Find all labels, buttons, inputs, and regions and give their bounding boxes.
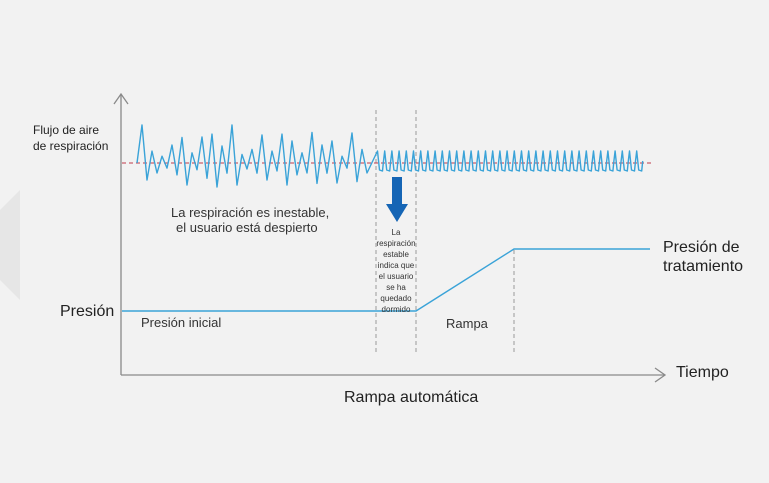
initial-pressure-label: Presión inicial bbox=[141, 315, 221, 330]
pressure-label: Presión bbox=[60, 303, 114, 320]
treatment-pressure-line2: tratamiento bbox=[663, 258, 743, 275]
y-axis-arrowhead bbox=[113, 92, 129, 105]
x-axis-arrowhead bbox=[654, 367, 667, 383]
unstable-breathing-line1: La respiración es inestable, bbox=[171, 205, 329, 220]
flow-label-line2: de respiración bbox=[33, 139, 108, 153]
stable-breathing-note: La respiración estable indica que el usuario… bbox=[376, 228, 415, 314]
pressure-line bbox=[122, 248, 650, 312]
time-axis-label: Tiempo bbox=[676, 364, 729, 381]
stable-breathing-note-line: La bbox=[392, 228, 401, 237]
unstable-breathing-line2: el usuario está despierto bbox=[176, 220, 318, 235]
stable-breathing-note-line: respiración bbox=[376, 239, 415, 248]
ramp-label: Rampa bbox=[446, 316, 489, 331]
stable-breathing-note-line: indica que bbox=[378, 261, 415, 270]
stable-breathing-note-line: quedado bbox=[380, 294, 412, 303]
stable-breathing-note-line: se ha bbox=[386, 283, 406, 292]
down-arrow-icon bbox=[386, 177, 408, 222]
side-panel-shape bbox=[0, 190, 20, 300]
diagram-caption: Rampa automática bbox=[344, 389, 478, 406]
flow-label-line1: Flujo de aire bbox=[33, 123, 99, 137]
treatment-pressure-line1: Presión de bbox=[663, 239, 740, 256]
stable-breathing-note-line: estable bbox=[383, 250, 409, 259]
axes bbox=[113, 92, 667, 383]
breathing-flow-signal bbox=[136, 124, 644, 188]
phase-guides bbox=[375, 110, 515, 352]
stable-breathing-note-line: dormido bbox=[382, 305, 411, 314]
stable-breathing-note-line: el usuario bbox=[379, 272, 414, 281]
